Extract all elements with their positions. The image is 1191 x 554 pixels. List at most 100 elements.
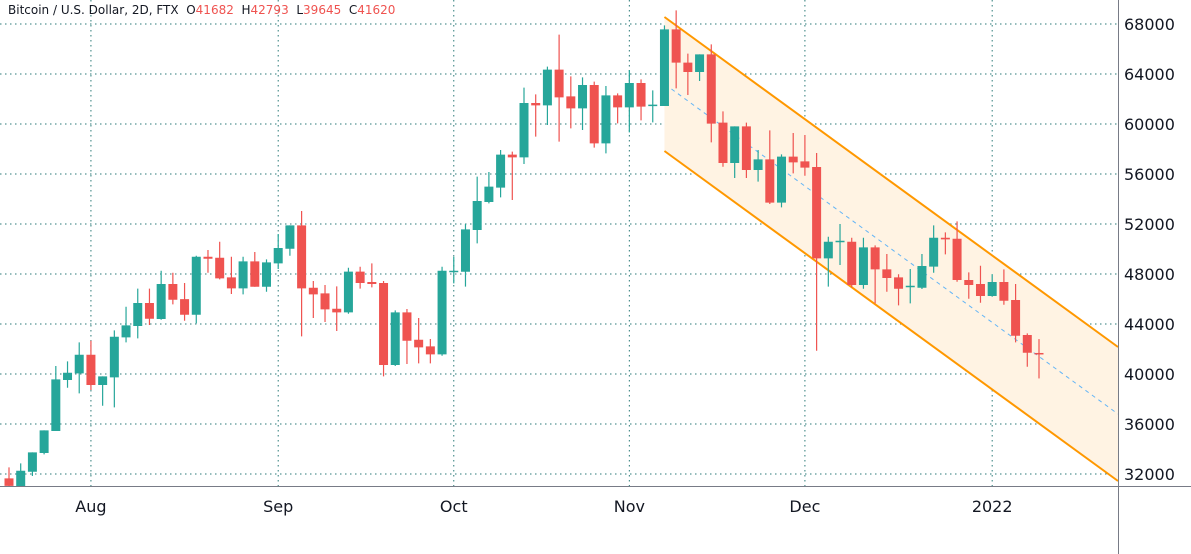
low-value: 39645: [303, 3, 342, 17]
candle-body: [414, 339, 424, 348]
x-tick-label: Nov: [614, 497, 645, 516]
candle: [320, 285, 330, 322]
candle-body: [27, 452, 37, 472]
candle-body: [332, 308, 342, 313]
candle: [250, 252, 260, 287]
candle-body: [74, 354, 84, 374]
candle: [870, 245, 880, 304]
candle: [531, 94, 541, 137]
x-tick-label: Aug: [75, 497, 106, 516]
candle: [226, 256, 236, 294]
candle: [27, 452, 37, 476]
candle: [765, 130, 775, 204]
candle: [496, 150, 506, 198]
candle-body: [63, 372, 73, 380]
parallel-channel[interactable]: [663, 16, 1119, 482]
y-tick-label: 44000: [1124, 315, 1175, 334]
candle: [63, 361, 73, 388]
candle-body: [121, 325, 131, 338]
candle-body: [1034, 352, 1044, 355]
candle-body: [882, 269, 892, 278]
candle: [519, 87, 529, 164]
candle-body: [940, 237, 950, 240]
close-value: 41620: [357, 3, 396, 17]
candle: [144, 288, 154, 325]
y-tick-label: 56000: [1124, 165, 1175, 184]
candle: [343, 267, 353, 314]
low-label: L: [296, 3, 304, 17]
candle-body: [659, 29, 669, 106]
candle-body: [741, 126, 751, 170]
candle-body: [250, 261, 260, 287]
candle: [659, 25, 669, 106]
candle: [273, 234, 283, 269]
candle-body: [425, 346, 435, 355]
y-tick-label: 68000: [1124, 15, 1175, 34]
candle: [86, 340, 96, 390]
open-value: 41682: [195, 3, 234, 17]
candle-body: [929, 237, 939, 267]
open-label: O: [186, 3, 196, 17]
candle-body: [917, 266, 927, 288]
candle: [683, 53, 693, 95]
candle: [121, 306, 131, 343]
candle: [156, 270, 166, 320]
candle-body: [624, 83, 634, 108]
candle-body: [636, 83, 646, 107]
candle: [74, 342, 84, 394]
close-label: C: [348, 3, 358, 17]
candle-body: [706, 54, 716, 124]
candle: [1034, 339, 1044, 379]
candle-body: [613, 95, 623, 108]
candle-body: [156, 284, 166, 319]
candle-body: [777, 156, 786, 203]
candle: [940, 232, 950, 255]
candle: [16, 463, 26, 486]
candle-body: [203, 256, 213, 259]
candle-body: [601, 95, 611, 144]
candle-body: [180, 299, 190, 315]
candle: [648, 90, 658, 123]
candle-body: [86, 354, 96, 385]
candle: [847, 237, 857, 288]
candle-body: [847, 241, 857, 285]
candle: [636, 79, 646, 121]
candle-body: [168, 284, 178, 300]
candle: [882, 254, 892, 292]
candle: [812, 153, 822, 351]
candle: [51, 366, 61, 431]
high-label: H: [241, 3, 251, 17]
channel-lower-line: [663, 150, 1119, 482]
candle: [730, 126, 740, 178]
candle-body: [262, 262, 271, 287]
candle-body: [1022, 335, 1032, 353]
candle: [718, 111, 728, 167]
candle: [952, 221, 962, 282]
candle: [613, 93, 623, 124]
candle: [624, 70, 634, 133]
candle-body: [355, 271, 365, 283]
candle-body: [542, 69, 552, 106]
candle-body: [191, 256, 201, 315]
candle-body: [765, 159, 775, 203]
candle-body: [367, 282, 377, 284]
candle: [414, 318, 424, 364]
candle-body: [379, 283, 389, 365]
candle-body: [144, 303, 154, 319]
y-tick-label: 40000: [1124, 365, 1175, 384]
candle: [262, 259, 271, 292]
candle-body: [905, 285, 915, 288]
candle-body: [226, 277, 236, 289]
candle-body: [718, 122, 728, 163]
candle: [858, 237, 868, 289]
candle: [894, 274, 904, 306]
candle-body: [320, 293, 330, 310]
candle-body: [507, 154, 517, 158]
symbol-legend: Bitcoin / U.S. Dollar, 2D, FTX O41682 H4…: [8, 3, 395, 17]
candle-body: [753, 159, 763, 170]
candle-body: [449, 270, 459, 273]
x-tick-label: Oct: [440, 497, 468, 516]
candle-body: [519, 103, 529, 158]
candle: [367, 263, 377, 288]
